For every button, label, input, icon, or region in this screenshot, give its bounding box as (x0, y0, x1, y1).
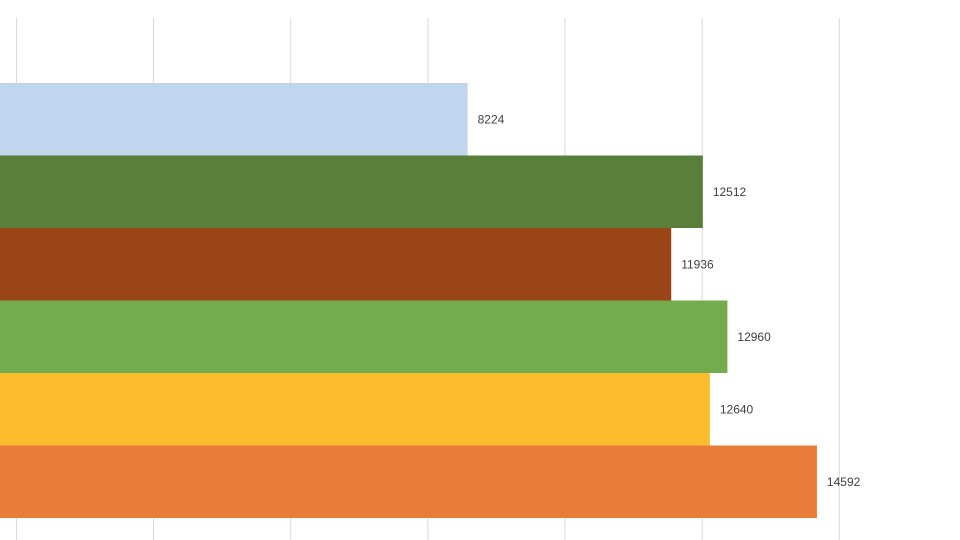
data-labels: 8224 12512 11936 12960 12640 14592 (478, 112, 861, 489)
bar-value-label: 14592 (827, 475, 861, 489)
bar-value-label: 12512 (713, 185, 747, 199)
bar (0, 83, 468, 156)
bar (0, 300, 728, 373)
bar (0, 155, 703, 228)
bar-value-label: 12960 (737, 330, 771, 344)
bars (0, 83, 817, 518)
bar (0, 228, 672, 301)
bar-value-label: 8224 (478, 112, 505, 126)
bar (0, 373, 710, 446)
bar-value-label: 12640 (720, 402, 754, 416)
bar-value-label: 11936 (681, 257, 714, 271)
bar (0, 445, 817, 518)
